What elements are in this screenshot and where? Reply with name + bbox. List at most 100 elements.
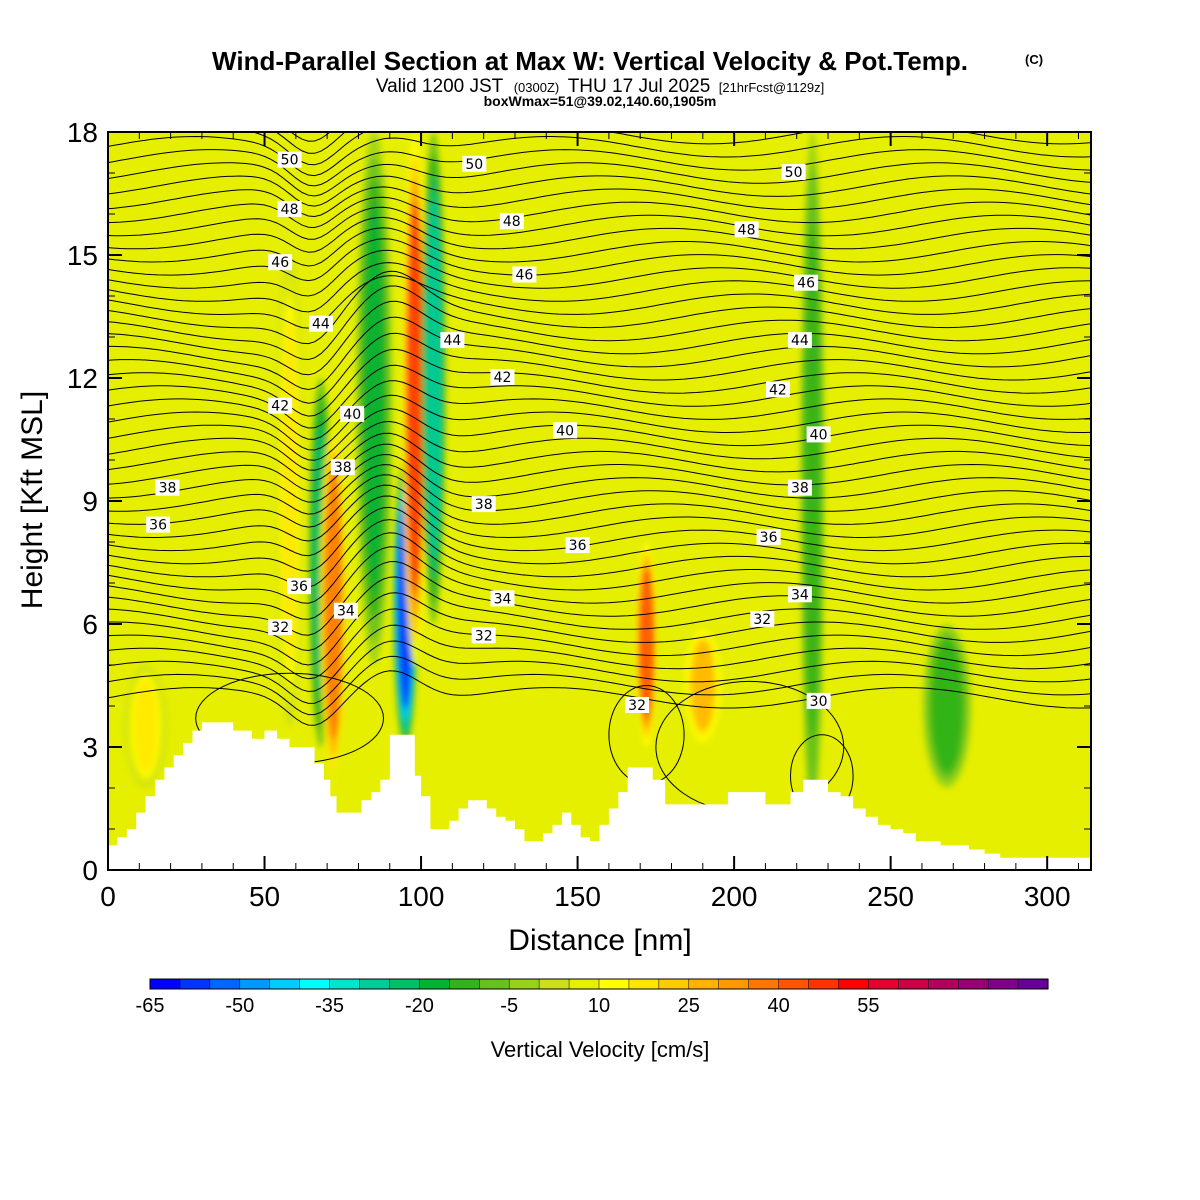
isentrope-line <box>108 275 1091 329</box>
isentrope-line <box>108 149 1091 187</box>
contour-label-text: 48 <box>738 222 756 238</box>
contour-label-box <box>330 459 355 476</box>
colorbar-swatch <box>658 978 690 990</box>
colorbar-swatch <box>718 978 750 990</box>
colorbar-swatch <box>359 978 391 990</box>
contour-label-text: 50 <box>465 157 483 173</box>
contour-label-box <box>268 254 293 271</box>
contour-label-text: 30 <box>810 694 828 710</box>
contour-label-text: 42 <box>271 399 289 415</box>
y-tick-label: 12 <box>67 363 98 394</box>
contour-label-text: 46 <box>515 268 533 284</box>
contour-label: 30 <box>806 692 831 710</box>
isentrope-line <box>108 380 1091 440</box>
contour-label-box <box>471 627 496 644</box>
potential-temperature-contours <box>108 132 1091 818</box>
colorbar-title: Vertical Velocity [cm/s] <box>491 1037 710 1062</box>
contour-labels: 50 50 50 48 48 48 46 46 46 44 44 44 42 42 42 40 40 40 38 38… <box>146 151 831 714</box>
contour-label-box <box>499 213 524 230</box>
contour-label-text: 48 <box>281 202 299 218</box>
contour-label-box <box>553 422 578 439</box>
colorbar-swatch <box>688 978 720 990</box>
contour-label-text: 40 <box>556 423 574 439</box>
contour-label-text: 48 <box>503 214 521 230</box>
contour-label-text: 38 <box>334 460 352 476</box>
isentrope-line <box>108 592 1091 666</box>
contour-label: 46 <box>512 266 537 284</box>
y-tick-label: 15 <box>67 240 98 271</box>
contour-label: 42 <box>490 369 515 386</box>
contour-label: 50 <box>781 164 806 181</box>
isentrope-line <box>251 132 1091 166</box>
colorbar-swatch <box>508 978 540 990</box>
colorbar-swatch <box>449 978 480 990</box>
isentrope-line <box>108 453 1091 503</box>
chart-subtitle: Valid 1200 JST (0300Z) THU 17 Jul 2025 [… <box>376 76 824 97</box>
colorbar-label: -65 <box>136 995 165 1017</box>
colorbar-swatch <box>898 978 929 990</box>
colorbar-swatch <box>538 978 570 990</box>
contour-label: 48 <box>734 221 759 238</box>
isentrope-line <box>108 432 1091 481</box>
contour-label: 32 <box>268 619 293 636</box>
contour-label: 40 <box>553 422 578 439</box>
contour-label-box <box>277 200 302 217</box>
contour-label: 32 <box>625 697 650 714</box>
contour-label-box <box>490 590 515 607</box>
contour-label: 44 <box>440 332 465 349</box>
x-axis-title: Distance [nm] <box>508 924 691 957</box>
contour-label-text: 36 <box>760 530 778 546</box>
subtitle-date: THU 17 Jul 2025 <box>568 76 711 97</box>
isentrope-line <box>108 484 1091 542</box>
contour-label-text: 46 <box>797 276 815 292</box>
isentrope-line <box>108 206 1091 240</box>
colorbar-label: -5 <box>500 995 518 1017</box>
y-tick-label: 9 <box>82 486 98 517</box>
x-tick-label: 150 <box>554 881 601 912</box>
contour-label-box <box>333 602 358 619</box>
isentrope-line <box>108 464 1091 515</box>
contour-label: 40 <box>806 426 831 443</box>
contour-label-box <box>440 332 465 349</box>
isentrope-line <box>108 519 1091 588</box>
contour-label: 36 <box>287 578 311 595</box>
contour-label-box <box>806 426 831 443</box>
contour-label-box <box>787 479 812 496</box>
isentrope-line <box>108 216 1091 253</box>
subtitle-forecast: [21hrFcst@1129z] <box>719 80 824 95</box>
colorbar-swatch <box>808 978 840 990</box>
colorbar-swatch <box>987 978 1019 990</box>
contour-label-box <box>490 369 515 385</box>
isentrope-line <box>108 285 1091 361</box>
contour-label-box <box>565 537 590 554</box>
contour-label-box <box>787 586 812 603</box>
subtitle-box-wmax: boxWmax=51@39.02,140.60,1905m <box>484 93 717 109</box>
vertical-velocity-field <box>123 132 972 829</box>
contour-label-box <box>308 315 333 332</box>
contour-label: 40 <box>340 405 365 423</box>
isentrope-line <box>108 474 1091 528</box>
chart-title-tag: (C) <box>1025 52 1043 67</box>
colorbar-swatch <box>299 978 331 990</box>
w-feature-7-level-3 <box>638 569 655 720</box>
colorbar-swatch <box>838 978 869 990</box>
isentrope-line <box>108 394 1091 451</box>
contour-label-box <box>765 381 790 398</box>
contour-label: 38 <box>155 479 180 497</box>
colorbar-swatch <box>778 978 810 990</box>
subtitle-utc: (0300Z) <box>514 80 560 95</box>
contour-label: 36 <box>565 537 590 554</box>
contour-label-box <box>471 496 496 513</box>
colorbar-label: 55 <box>857 995 879 1017</box>
contour-label: 46 <box>268 254 293 271</box>
w-feature-11-level-3 <box>934 645 960 767</box>
colorbar-label: 40 <box>767 995 789 1017</box>
y-axis-title: Height [Kft MSL] <box>16 391 49 609</box>
contour-label: 34 <box>333 602 358 620</box>
isentrope-line <box>108 262 1091 313</box>
isentrope-line <box>108 506 1091 572</box>
contour-label-text: 50 <box>281 153 299 169</box>
colorbar-swatch <box>568 978 600 990</box>
contour-label-box <box>625 697 650 713</box>
